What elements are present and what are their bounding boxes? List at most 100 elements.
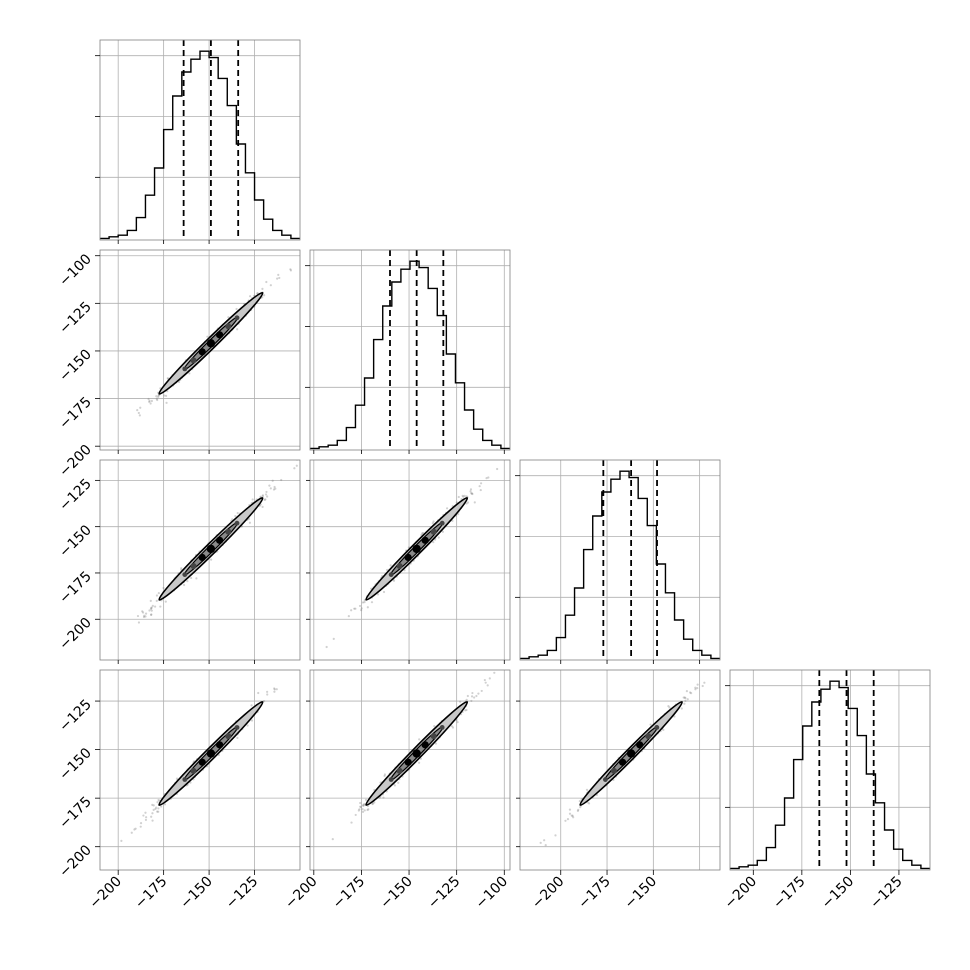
sample-point	[151, 812, 154, 815]
sample-point	[576, 809, 580, 812]
sample-point	[143, 614, 146, 617]
sample-point	[465, 698, 468, 701]
sample-point	[462, 495, 465, 498]
sample-point	[403, 569, 406, 572]
sample-point	[274, 487, 277, 490]
sample-point	[479, 488, 482, 492]
sample-point	[554, 834, 557, 837]
sample-point	[354, 813, 357, 817]
x-tick-label: −200	[722, 874, 761, 913]
sample-point	[353, 607, 356, 610]
sample-point	[251, 498, 254, 501]
sample-point	[451, 726, 455, 729]
x-tick-label: −175	[132, 874, 171, 913]
density-core	[404, 553, 412, 562]
sample-point	[152, 808, 155, 811]
pair-panel-3-2	[539, 642, 734, 847]
sample-point	[470, 695, 474, 698]
sample-point	[142, 615, 146, 619]
density-core	[654, 725, 660, 730]
density-core	[182, 366, 188, 372]
pair-panel-3-0	[120, 687, 278, 842]
sample-point	[363, 599, 366, 602]
sample-point	[157, 592, 160, 595]
sample-point	[94, 452, 96, 454]
sample-point	[261, 495, 264, 498]
density-core	[198, 553, 206, 562]
sample-point	[155, 599, 158, 603]
y-tick-label: −175	[56, 394, 95, 433]
density-core	[430, 733, 437, 740]
sample-point	[250, 719, 254, 722]
density-core	[602, 777, 608, 782]
x-tick-label: −150	[377, 874, 416, 913]
sample-point	[382, 590, 386, 594]
sample-point	[189, 781, 192, 784]
sample-point	[696, 683, 699, 686]
y-tick-label: −150	[56, 522, 95, 561]
sample-point	[579, 805, 582, 809]
sample-point	[177, 380, 181, 384]
sample-point	[732, 642, 734, 644]
sample-point	[370, 601, 374, 604]
density-core	[388, 777, 394, 782]
sample-point	[276, 277, 279, 280]
sample-point	[487, 476, 490, 479]
sample-point	[364, 798, 368, 801]
sample-point	[496, 667, 498, 669]
sample-point	[363, 809, 366, 812]
sample-point	[269, 487, 272, 490]
sample-point	[265, 280, 268, 284]
density-core	[610, 767, 617, 774]
y-tick-label: −175	[56, 568, 95, 607]
density-core	[404, 758, 412, 766]
sample-point	[649, 723, 652, 726]
x-tick-label: −150	[622, 874, 661, 913]
hist-panel-frame-1	[309, 249, 511, 451]
x-tick-label: −150	[177, 874, 216, 913]
sample-point	[450, 724, 453, 728]
sample-point	[373, 801, 376, 804]
sample-point	[455, 501, 458, 504]
sample-point	[156, 398, 159, 402]
pair-panel-frame-1-0	[99, 249, 301, 451]
sample-point	[160, 805, 163, 808]
sample-point	[151, 604, 154, 607]
sample-point	[137, 411, 140, 415]
sample-point	[289, 269, 293, 272]
sample-point	[156, 810, 159, 813]
sample-point	[457, 495, 460, 499]
sample-point	[376, 593, 380, 596]
sample-point	[157, 810, 160, 813]
sample-point	[362, 804, 365, 807]
sample-point	[397, 781, 400, 784]
histogram-param-1	[310, 260, 510, 450]
sample-point	[544, 844, 547, 847]
sample-point	[236, 511, 239, 515]
density-core	[388, 572, 394, 578]
sample-point	[357, 809, 360, 812]
sample-point	[578, 799, 581, 803]
sample-point	[206, 335, 209, 338]
density-core	[225, 323, 232, 330]
sample-point	[188, 372, 191, 375]
sample-point	[350, 821, 353, 824]
sample-point	[465, 495, 468, 498]
sample-point	[496, 467, 499, 471]
sample-point	[392, 579, 396, 582]
sample-point	[248, 295, 252, 298]
sample-point	[703, 681, 706, 684]
sample-point	[359, 806, 363, 809]
sample-point	[471, 691, 474, 695]
sample-point	[261, 505, 264, 508]
sample-point	[433, 724, 436, 728]
sample-point	[363, 600, 366, 604]
sample-point	[266, 690, 269, 693]
density-core	[198, 348, 206, 356]
density-core	[182, 777, 188, 782]
sample-point	[486, 684, 489, 687]
y-tick-label: −125	[56, 299, 95, 338]
sample-point	[715, 666, 717, 668]
sample-point	[164, 600, 167, 603]
sample-point	[572, 816, 575, 819]
